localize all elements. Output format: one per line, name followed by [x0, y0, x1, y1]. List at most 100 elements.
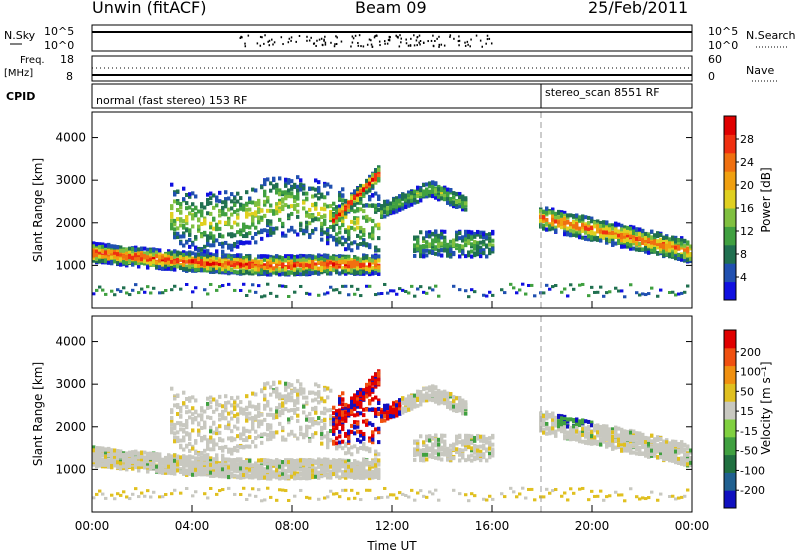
- power-cell: [197, 263, 201, 268]
- velocity-cell: [92, 462, 96, 467]
- velocity-cell: [221, 438, 225, 443]
- power-cell: [674, 245, 678, 250]
- power-cell: [272, 209, 276, 214]
- power-cell: [122, 254, 126, 259]
- power-cell: [320, 265, 324, 270]
- power-cell: [488, 236, 492, 241]
- power-cell: [107, 249, 111, 254]
- power-cell: [224, 197, 228, 202]
- nsky-noise-point: [405, 42, 408, 45]
- nsearch-tick-low: 10^0: [708, 39, 738, 52]
- power-cell: [377, 272, 381, 277]
- power-cell: [572, 220, 576, 225]
- nsky-noise-point: [470, 38, 472, 41]
- power-cell: [284, 195, 288, 200]
- power-cell: [491, 249, 495, 254]
- power-cell: [290, 266, 294, 271]
- power-cell: [137, 256, 141, 261]
- velocity-cell: [125, 465, 129, 470]
- power-cell: [245, 234, 249, 239]
- power-cell: [230, 267, 234, 272]
- power-cell: [347, 234, 351, 239]
- power-cell: [371, 258, 375, 263]
- power-cell: [170, 204, 174, 209]
- power-cell: [206, 261, 210, 266]
- velocity-cell: [164, 468, 168, 473]
- power-cell: [410, 198, 414, 203]
- power-cell: [491, 293, 495, 297]
- power-cell: [377, 194, 381, 199]
- velocity-cell: [197, 461, 201, 466]
- power-cell: [404, 202, 408, 207]
- velocity-cell: [113, 448, 117, 453]
- power-cell: [356, 198, 360, 203]
- velocity-cell: [170, 492, 174, 496]
- power-cell: [371, 226, 375, 231]
- power-cell: [323, 207, 327, 212]
- power-cell: [239, 202, 243, 207]
- power-cell: [146, 255, 150, 260]
- velocity-cell: [158, 466, 162, 471]
- power-cell: [212, 253, 216, 258]
- power-cell: [419, 253, 423, 258]
- power-cell: [668, 290, 672, 294]
- velocity-cell: [215, 453, 219, 458]
- velocity-cell: [113, 497, 117, 501]
- power-cell: [578, 215, 582, 220]
- power-cell: [677, 246, 681, 251]
- power-cell: [350, 248, 354, 253]
- nsky-noise-point: [427, 40, 429, 43]
- power-cell: [152, 259, 156, 264]
- power-cell: [152, 252, 156, 257]
- power-cell: [377, 202, 381, 207]
- power-cell: [293, 272, 297, 277]
- power-cell: [215, 227, 219, 232]
- power-cell: [179, 205, 183, 210]
- power-cell: [323, 202, 327, 207]
- power-cell: [170, 218, 174, 223]
- velocity-cell: [176, 465, 180, 470]
- power-cell: [356, 270, 360, 275]
- power-cell: [353, 189, 357, 194]
- power-cell: [299, 263, 303, 268]
- power-cell: [155, 248, 159, 253]
- velocity-cell: [179, 414, 183, 419]
- power-cell: [281, 221, 285, 226]
- nsky-noise-point: [405, 38, 407, 41]
- power-cell: [491, 229, 495, 234]
- velocity-cell: [146, 469, 150, 474]
- power-cell: [344, 206, 348, 211]
- velocity-cell: [188, 466, 192, 471]
- power-cell: [200, 209, 204, 214]
- power-cell: [275, 190, 279, 195]
- velocity-cell: [137, 455, 141, 460]
- power-cell: [470, 288, 474, 292]
- power-cell: [452, 238, 456, 243]
- power-cell: [176, 226, 180, 231]
- velocity-cell: [200, 406, 204, 411]
- power-cell: [350, 260, 354, 265]
- power-cell: [353, 200, 357, 205]
- power-cell: [332, 224, 336, 229]
- power-cell: [362, 256, 366, 261]
- power-cell: [284, 233, 288, 238]
- power-cell: [215, 253, 219, 258]
- power-cell: [599, 238, 603, 243]
- power-cell: [320, 224, 324, 229]
- power-cell: [416, 235, 420, 240]
- date-label: 25/Feb/2011: [588, 0, 689, 17]
- velocity-cell: [170, 455, 174, 460]
- velocity-cell: [221, 458, 225, 463]
- power-cell: [419, 186, 423, 191]
- nsky-noise-point: [280, 36, 283, 39]
- power-cell: [569, 283, 573, 287]
- power-cell: [92, 246, 96, 251]
- power-cell: [269, 231, 273, 236]
- velocity-cell: [110, 493, 114, 497]
- power-cell: [449, 187, 453, 192]
- velocity-cell: [146, 461, 150, 466]
- power-cell: [293, 184, 297, 189]
- velocity-cell: [224, 404, 228, 409]
- power-cell: [170, 262, 174, 267]
- power-cell: [461, 194, 465, 199]
